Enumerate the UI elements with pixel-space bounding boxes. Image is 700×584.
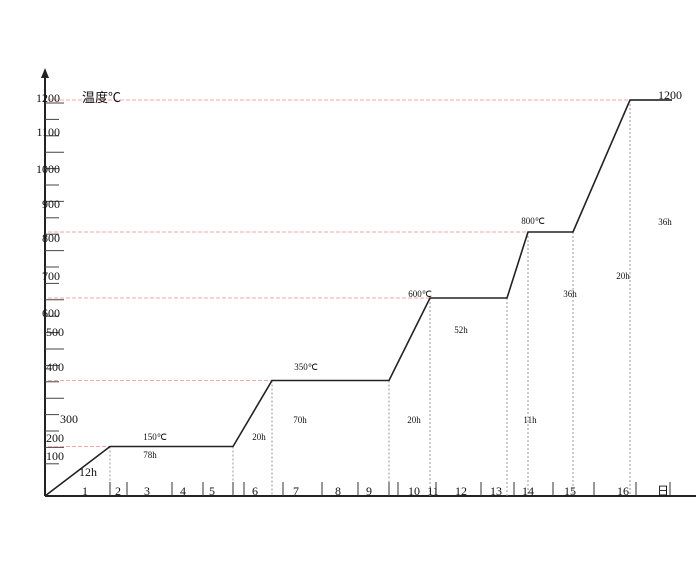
annotation-label: 12h — [79, 465, 97, 479]
annotation-label: 11h — [523, 415, 537, 425]
annotation-label: 70h — [293, 415, 307, 425]
x-tick-label: 4 — [180, 484, 186, 498]
y-tick-label: 600 — [42, 306, 60, 320]
x-tick-label: 8 — [335, 484, 341, 498]
x-tick-label: 2 — [115, 484, 121, 498]
x-tick-label: 12 — [455, 484, 467, 498]
annotation-label: 36h — [563, 289, 577, 299]
annotation-label: 1200 — [658, 88, 682, 102]
annotation-label: 20h — [407, 415, 421, 425]
y-tick-label: 1000 — [36, 162, 60, 176]
x-tick-label: 5 — [209, 484, 215, 498]
y-axis-arrow-icon — [41, 68, 49, 78]
y-tick-label: 900 — [42, 197, 60, 211]
y-tick-label: 700 — [42, 269, 60, 283]
y-tick-label: 400 — [46, 360, 64, 374]
temperature-curve — [44, 99, 672, 497]
x-tick-label: 3 — [144, 484, 150, 498]
annotation-label: 600℃ — [408, 289, 432, 299]
annotation-label: 52h — [454, 325, 468, 335]
x-tick-label: 15 — [564, 484, 576, 498]
y-tick-label: 800 — [42, 231, 60, 245]
annotation-label: 78h — [143, 450, 157, 460]
x-tick-label: 6 — [252, 484, 258, 498]
annotation-label: 350℃ — [294, 362, 318, 372]
annotation-label: 150℃ — [143, 432, 167, 442]
annotation-label: 800℃ — [521, 216, 545, 226]
y-tick-label: 500 — [46, 325, 64, 339]
y-axis-title: 温度℃ — [82, 90, 121, 105]
x-tick-label: 9 — [366, 484, 372, 498]
x-tick-label: 7 — [293, 484, 299, 498]
y-tick-label: 100 — [46, 449, 64, 463]
x-tick-label: 16 — [617, 484, 629, 498]
x-tick-label: 1 — [82, 484, 88, 498]
y-tick-label: 200 — [46, 431, 64, 445]
annotation-label: 20h — [616, 271, 630, 281]
y-tick-label: 1100 — [36, 125, 60, 139]
x-tick-label: 日 — [657, 484, 669, 498]
y-tick-label: 300 — [60, 412, 78, 426]
x-tick-label: 13 — [490, 484, 502, 498]
x-tick-label: 14 — [522, 484, 534, 498]
annotation-label: 36h — [658, 217, 672, 227]
y-tick-label: 1200 — [36, 91, 60, 105]
x-tick-label: 11 — [427, 484, 439, 498]
x-tick-label: 10 — [408, 484, 420, 498]
annotation-label: 20h — [252, 432, 266, 442]
